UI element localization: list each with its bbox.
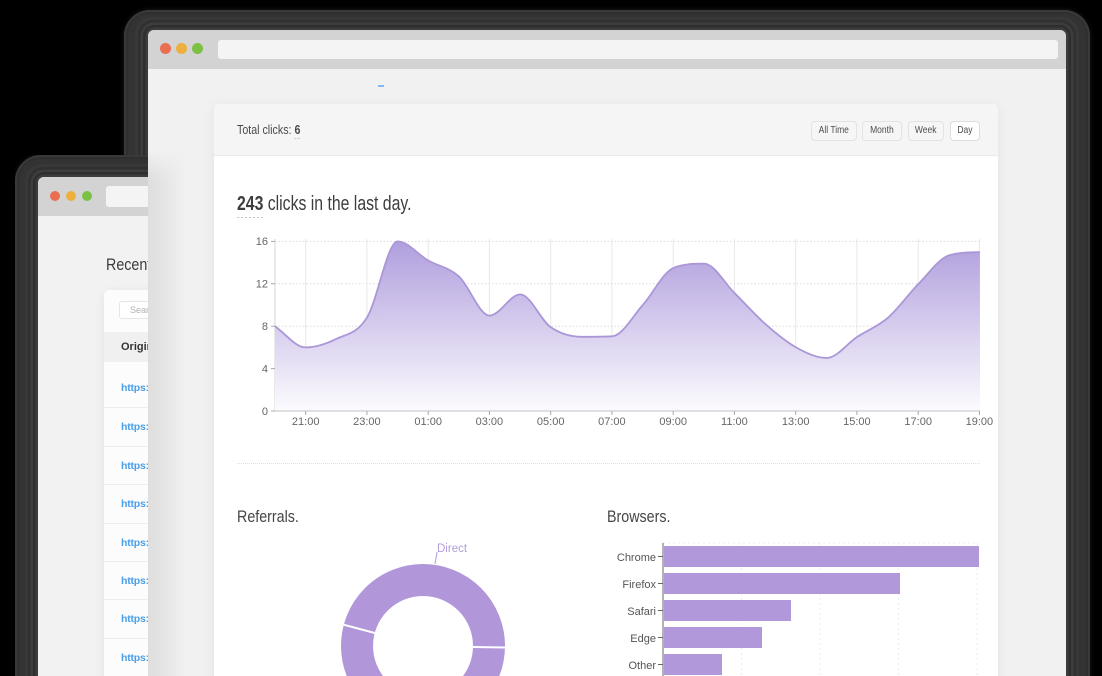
svg-text:Other: Other xyxy=(628,660,656,672)
svg-text:Firefox: Firefox xyxy=(622,579,656,591)
svg-text:Direct: Direct xyxy=(437,543,468,555)
svg-text:4: 4 xyxy=(262,364,268,376)
svg-text:05:00: 05:00 xyxy=(537,416,565,428)
svg-text:21:00: 21:00 xyxy=(292,416,320,428)
svg-text:12: 12 xyxy=(256,279,268,291)
svg-text:11:00: 11:00 xyxy=(721,416,748,428)
svg-text:07:00: 07:00 xyxy=(598,416,626,428)
svg-text:01:00: 01:00 xyxy=(414,416,442,428)
svg-text:15:00: 15:00 xyxy=(843,416,871,428)
svg-text:19:00: 19:00 xyxy=(966,416,994,428)
svg-text:17:00: 17:00 xyxy=(904,416,932,428)
svg-text:16: 16 xyxy=(256,236,268,248)
svg-text:8: 8 xyxy=(262,321,268,333)
svg-text:0: 0 xyxy=(262,406,268,418)
svg-text:Chrome: Chrome xyxy=(617,552,656,564)
svg-text:13:00: 13:00 xyxy=(782,416,810,428)
svg-text:09:00: 09:00 xyxy=(659,416,687,428)
svg-text:Safari: Safari xyxy=(627,606,656,618)
svg-text:Edge: Edge xyxy=(630,633,656,645)
svg-text:03:00: 03:00 xyxy=(476,416,504,428)
svg-text:23:00: 23:00 xyxy=(353,416,381,428)
